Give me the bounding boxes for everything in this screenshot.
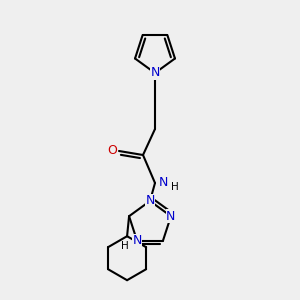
Text: N: N: [145, 194, 155, 208]
Text: H: H: [171, 182, 179, 192]
Text: O: O: [107, 145, 117, 158]
Text: N: N: [158, 176, 168, 190]
Text: N: N: [150, 67, 160, 80]
Text: H: H: [121, 241, 129, 251]
Text: N: N: [166, 210, 176, 223]
Text: N: N: [132, 234, 142, 247]
